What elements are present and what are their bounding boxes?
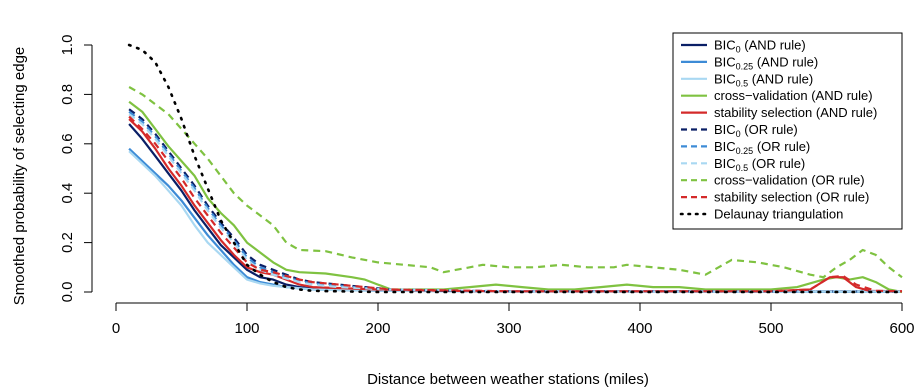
legend-label: stability selection (OR rule) — [714, 190, 869, 205]
x-tick-label: 600 — [889, 320, 914, 337]
y-tick-label: 0.8 — [59, 84, 76, 105]
series-line-11 — [127, 43, 904, 294]
x-tick-label: 300 — [496, 320, 521, 337]
x-tick-label: 100 — [234, 320, 259, 337]
legend-label: stability selection (AND rule) — [714, 105, 877, 120]
legend: BIC0 (AND rule)BIC0.25 (AND rule)BIC0.5 … — [672, 32, 903, 230]
legend-label: cross−validation (AND rule) — [714, 88, 873, 103]
y-axis-label: Smoothed probability of selecting edge — [11, 47, 28, 306]
legend-label: BIC0.25 (AND rule) — [714, 54, 818, 71]
legend-label: cross−validation (OR rule) — [714, 173, 865, 188]
x-tick-label: 400 — [627, 320, 652, 337]
x-tick-label: 0 — [112, 320, 120, 337]
series-line-9 — [128, 86, 903, 279]
axes: 0 100 200 300 400 500 600 0.0 0.2 0.4 0.6 0.8 1.0 — [59, 35, 915, 337]
y-tick-label: 0.6 — [59, 133, 76, 154]
y-tick-label: 0.4 — [59, 183, 76, 204]
legend-label: BIC0 (OR rule) — [714, 122, 798, 139]
series-line-10 — [128, 115, 903, 293]
x-tick-label: 200 — [365, 320, 390, 337]
legend-label: Delaunay triangulation — [714, 207, 843, 222]
y-tick-label: 1.0 — [59, 35, 76, 56]
y-tick-label: 0.2 — [59, 232, 76, 253]
x-axis-label: Distance between weather stations (miles… — [367, 371, 649, 388]
legend-label: BIC0.25 (OR rule) — [714, 139, 810, 156]
legend-label: BIC0 (AND rule) — [714, 38, 806, 55]
legend-label: BIC0.5 (OR rule) — [714, 156, 805, 173]
y-tick-label: 0.0 — [59, 282, 76, 303]
series-lines — [127, 43, 904, 294]
x-tick-label: 500 — [758, 320, 783, 337]
legend-box — [672, 32, 903, 230]
legend-label: BIC0.5 (AND rule) — [714, 71, 813, 88]
